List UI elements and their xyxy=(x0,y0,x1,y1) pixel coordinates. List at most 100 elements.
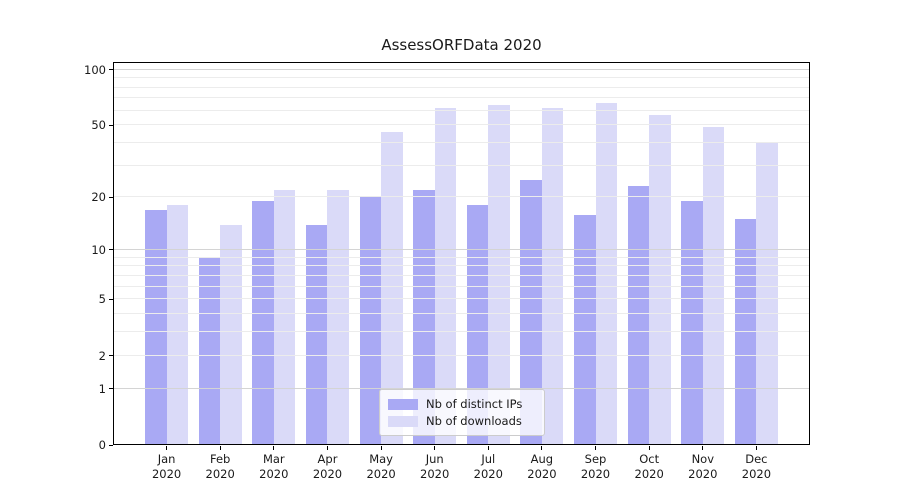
y-tick-label: 1 xyxy=(98,381,106,396)
x-tick-label-month: Apr xyxy=(317,452,338,466)
gridline-minor xyxy=(113,141,810,143)
bar-downloads xyxy=(756,142,778,445)
bar-downloads xyxy=(434,107,457,445)
x-tick-label-year: 2020 xyxy=(151,467,182,481)
gridline-minor xyxy=(113,109,810,111)
y-tick xyxy=(109,388,113,390)
gridline-minor xyxy=(113,196,810,198)
bar-downloads xyxy=(595,102,618,445)
x-tick-label-year: 2020 xyxy=(473,467,503,481)
y-tick xyxy=(109,124,113,126)
gridline-minor xyxy=(113,256,810,258)
gridline-minor xyxy=(113,124,810,126)
bar-distinct-ips xyxy=(359,197,382,445)
gridline-major xyxy=(113,248,810,250)
x-tick-label: Dec 2020 xyxy=(724,452,788,482)
bar-downloads xyxy=(327,189,349,445)
x-tick-label-month: May xyxy=(369,452,393,466)
gridline-major xyxy=(113,68,810,70)
x-tick xyxy=(648,446,650,450)
bar-distinct-ips xyxy=(520,179,542,445)
bar-downloads xyxy=(273,189,296,445)
x-tick-label-year: 2020 xyxy=(205,467,235,481)
x-tick-label-month: Jul xyxy=(481,452,496,466)
y-tick-label: 50 xyxy=(91,118,106,133)
x-tick-label-month: Jan xyxy=(157,452,176,466)
y-tick-label: 10 xyxy=(91,242,106,257)
bar-distinct-ips xyxy=(413,189,435,445)
y-tick-label: 0 xyxy=(98,438,106,452)
y-tick-label: 5 xyxy=(98,292,106,307)
bar-distinct-ips xyxy=(145,209,167,445)
plot-area xyxy=(113,62,810,445)
x-tick-label: Jul 2020 xyxy=(456,452,520,482)
x-tick-label-year: 2020 xyxy=(366,467,396,481)
legend-label: Nb of distinct IPs xyxy=(426,397,523,411)
bar-distinct-ips xyxy=(734,219,757,445)
x-tick xyxy=(541,446,543,450)
x-tick xyxy=(434,446,436,450)
gridline-minor xyxy=(113,164,810,166)
x-tick-label-month: Feb xyxy=(210,452,231,466)
x-tick-label-year: 2020 xyxy=(580,467,611,481)
x-tick-label-month: Nov xyxy=(691,452,715,466)
gridline-minor xyxy=(113,313,810,315)
y-tick xyxy=(109,249,113,251)
x-tick xyxy=(595,446,596,450)
x-tick-label: May 2020 xyxy=(349,452,413,482)
gridline-minor xyxy=(113,331,810,333)
x-tick-label: Mar 2020 xyxy=(242,452,306,482)
bar-distinct-ips xyxy=(198,257,221,445)
x-tick xyxy=(219,446,221,450)
gridline-minor xyxy=(113,97,810,99)
gridline-minor xyxy=(113,298,810,300)
bar-downloads xyxy=(541,107,564,445)
gridline-minor xyxy=(113,86,810,88)
gridline-major xyxy=(113,387,810,389)
y-tick xyxy=(109,298,113,300)
x-tick-label: Apr 2020 xyxy=(296,452,360,482)
x-tick-label-month: Mar xyxy=(262,452,285,466)
x-tick xyxy=(755,446,757,450)
gridline-minor xyxy=(113,274,810,276)
x-tick-label-year: 2020 xyxy=(741,467,772,481)
x-tick xyxy=(166,446,168,450)
legend-item-downloads: Nb of downloads xyxy=(388,414,536,428)
bar-distinct-ips xyxy=(574,214,596,445)
gridline-minor xyxy=(113,354,810,356)
legend-item-distinct-ips: Nb of distinct IPs xyxy=(388,397,536,411)
gridline-minor xyxy=(113,77,810,78)
gridline-minor xyxy=(113,265,810,267)
x-tick-label-month: Oct xyxy=(639,452,660,466)
x-tick-label: Feb 2020 xyxy=(188,452,252,482)
x-tick xyxy=(702,446,704,450)
legend-swatch-distinct-ips xyxy=(388,398,418,410)
y-tick-label: 20 xyxy=(91,190,106,205)
bar-distinct-ips xyxy=(252,201,274,445)
bar-downloads xyxy=(381,131,403,445)
x-tick xyxy=(380,446,382,450)
y-tick xyxy=(109,69,113,70)
bar-downloads xyxy=(166,205,189,445)
x-tick-label: Sep 2020 xyxy=(564,452,628,482)
y-tick-label: 2 xyxy=(98,348,106,363)
y-tick xyxy=(109,444,113,446)
legend-label: Nb of downloads xyxy=(426,414,522,428)
bar-distinct-ips xyxy=(627,186,650,445)
chart-title: AssessORFData 2020 xyxy=(381,36,542,54)
x-tick-label-year: 2020 xyxy=(420,467,450,481)
x-tick xyxy=(273,446,275,450)
x-tick-label: Jun 2020 xyxy=(403,452,467,482)
y-tick xyxy=(109,355,113,357)
bar-distinct-ips xyxy=(305,224,328,445)
x-tick-label-year: 2020 xyxy=(312,467,343,481)
x-tick xyxy=(327,446,328,450)
legend-swatch-downloads xyxy=(388,415,418,427)
y-tick xyxy=(109,196,113,198)
x-tick-label-month: Jun xyxy=(425,452,444,466)
legend: Nb of distinct IPs Nb of downloads xyxy=(379,389,545,436)
x-tick-label-month: Dec xyxy=(745,452,768,466)
bar-distinct-ips xyxy=(681,201,703,445)
y-tick-label: 100 xyxy=(84,62,106,77)
x-tick-label: Aug 2020 xyxy=(510,452,574,482)
